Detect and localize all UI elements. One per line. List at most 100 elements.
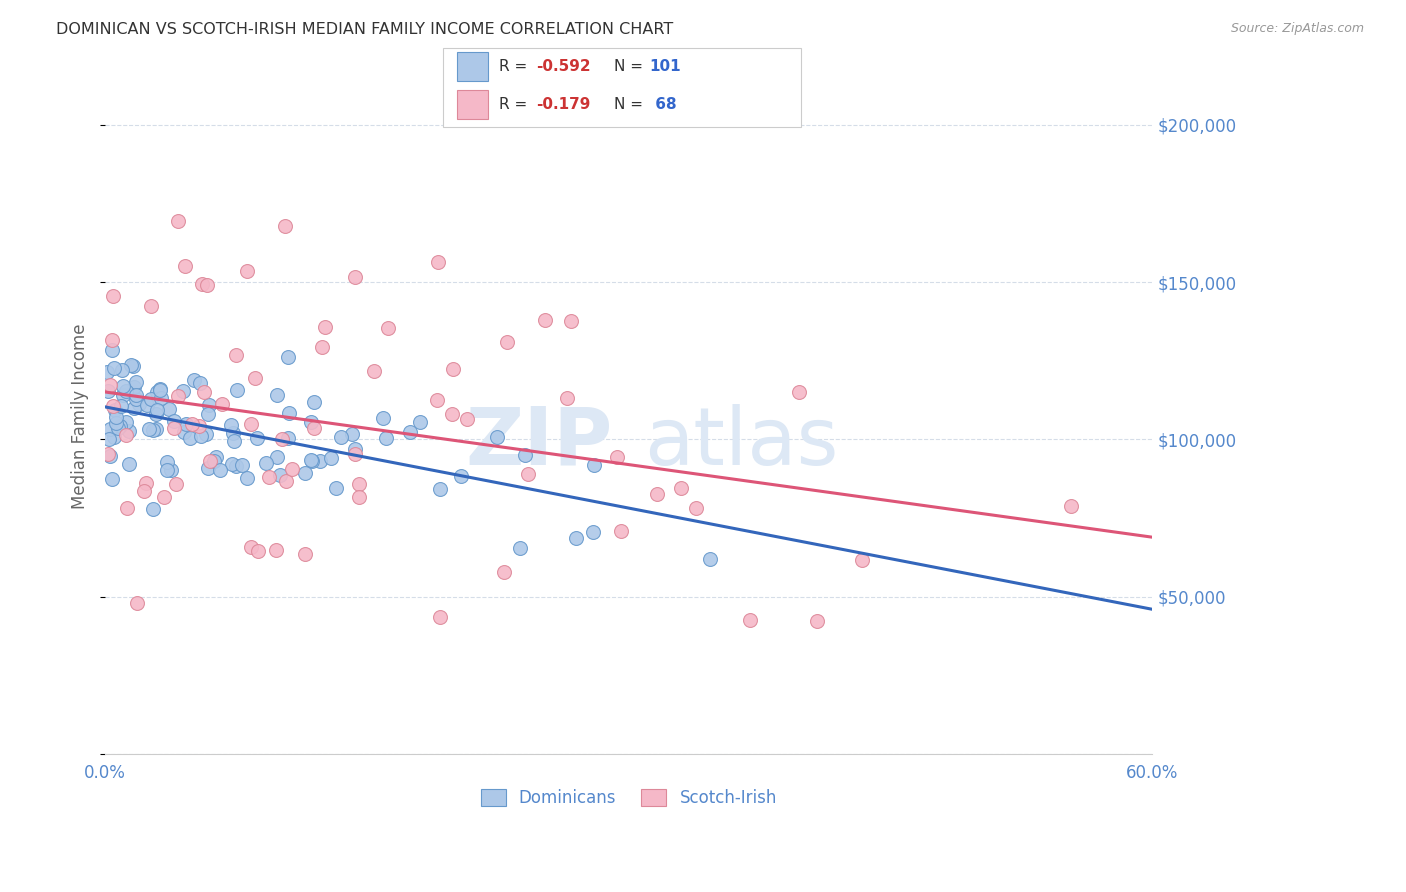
Point bbox=[125, 392, 148, 406]
Y-axis label: Median Family Income: Median Family Income bbox=[72, 323, 89, 508]
Point bbox=[101, 399, 124, 413]
Point bbox=[565, 531, 588, 545]
Point bbox=[450, 469, 472, 483]
Point bbox=[236, 471, 259, 485]
Point bbox=[193, 385, 215, 400]
Point bbox=[560, 314, 582, 328]
Point bbox=[302, 394, 325, 409]
Point bbox=[128, 397, 150, 411]
Text: Source: ZipAtlas.com: Source: ZipAtlas.com bbox=[1230, 22, 1364, 36]
Point bbox=[183, 373, 205, 387]
Point bbox=[222, 434, 245, 448]
Point bbox=[429, 482, 451, 496]
Point bbox=[606, 450, 628, 464]
Text: N =: N = bbox=[614, 96, 648, 112]
Point bbox=[97, 384, 120, 399]
Text: N =: N = bbox=[614, 59, 648, 74]
Point bbox=[103, 430, 125, 444]
Point bbox=[247, 543, 270, 558]
Point bbox=[495, 334, 517, 349]
Point bbox=[190, 429, 212, 443]
Point bbox=[100, 333, 122, 347]
Point bbox=[276, 350, 298, 364]
Point bbox=[225, 348, 247, 362]
Point bbox=[340, 427, 363, 442]
Point bbox=[533, 313, 555, 327]
Point bbox=[135, 475, 157, 490]
Text: R =: R = bbox=[499, 96, 533, 112]
Point bbox=[146, 384, 169, 399]
Point bbox=[179, 432, 201, 446]
Point bbox=[107, 420, 129, 434]
Point bbox=[115, 415, 138, 429]
Point bbox=[269, 468, 291, 483]
Point bbox=[257, 470, 280, 484]
Point bbox=[274, 219, 297, 233]
Point bbox=[583, 458, 606, 472]
Point bbox=[145, 422, 167, 436]
Point bbox=[132, 484, 155, 499]
Point bbox=[174, 260, 197, 274]
Point bbox=[645, 486, 668, 500]
Point bbox=[343, 442, 366, 456]
Point bbox=[301, 454, 323, 468]
Point bbox=[494, 565, 516, 579]
Text: 101: 101 bbox=[650, 59, 681, 74]
Point bbox=[309, 453, 332, 467]
Point bbox=[582, 525, 605, 540]
Point bbox=[198, 398, 221, 412]
Point bbox=[225, 459, 247, 474]
Point bbox=[851, 553, 873, 567]
Point bbox=[330, 429, 353, 443]
Point bbox=[195, 278, 218, 293]
Point bbox=[136, 398, 159, 412]
Point bbox=[426, 254, 449, 268]
Point bbox=[172, 384, 194, 398]
Point bbox=[120, 358, 142, 372]
Point bbox=[281, 462, 304, 476]
Point bbox=[426, 393, 449, 408]
Point bbox=[101, 472, 124, 486]
Point bbox=[221, 457, 243, 471]
Point bbox=[325, 481, 347, 495]
Point bbox=[204, 450, 226, 464]
Point bbox=[150, 391, 173, 405]
Point bbox=[254, 456, 277, 470]
Text: R =: R = bbox=[499, 59, 533, 74]
Point bbox=[98, 378, 121, 392]
Text: ZIP: ZIP bbox=[465, 404, 613, 482]
Point bbox=[266, 450, 288, 464]
Point bbox=[515, 449, 537, 463]
Point bbox=[122, 359, 145, 374]
Point bbox=[103, 288, 125, 302]
Point bbox=[157, 401, 180, 416]
Point bbox=[278, 406, 301, 420]
Point bbox=[221, 425, 243, 440]
Point bbox=[118, 424, 141, 438]
Point bbox=[787, 385, 810, 400]
Point bbox=[165, 477, 187, 491]
Point bbox=[122, 380, 145, 394]
Point bbox=[441, 407, 464, 421]
Point bbox=[118, 457, 141, 471]
Point bbox=[246, 431, 269, 445]
Point bbox=[311, 340, 333, 354]
Point bbox=[152, 490, 174, 504]
Point bbox=[96, 365, 118, 379]
Point bbox=[124, 375, 146, 389]
Point bbox=[195, 426, 218, 441]
Point bbox=[167, 389, 190, 403]
Point bbox=[699, 551, 721, 566]
Point bbox=[266, 388, 288, 402]
Point bbox=[399, 425, 422, 440]
Point bbox=[236, 264, 259, 278]
Point bbox=[122, 401, 145, 415]
Legend: Dominicans, Scotch-Irish: Dominicans, Scotch-Irish bbox=[474, 782, 783, 814]
Point bbox=[146, 403, 169, 417]
Text: DOMINICAN VS SCOTCH-IRISH MEDIAN FAMILY INCOME CORRELATION CHART: DOMINICAN VS SCOTCH-IRISH MEDIAN FAMILY … bbox=[56, 22, 673, 37]
Point bbox=[97, 432, 120, 446]
Point bbox=[509, 541, 531, 555]
Point bbox=[197, 461, 219, 475]
Point bbox=[139, 299, 162, 313]
Text: 68: 68 bbox=[650, 96, 676, 112]
